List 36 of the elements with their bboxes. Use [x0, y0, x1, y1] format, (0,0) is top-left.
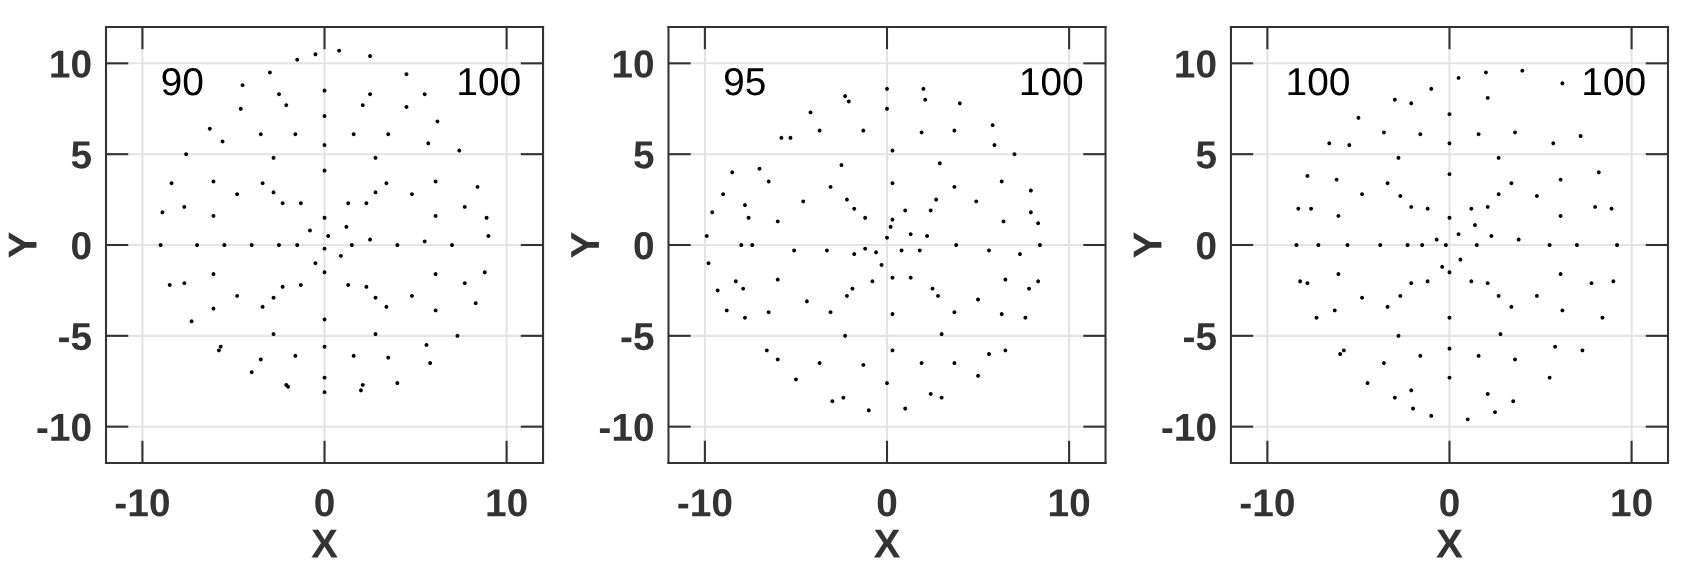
y-tick-label: -5	[1184, 323, 1216, 351]
annotation: 100	[459, 67, 520, 96]
x-tick-label: 0	[1440, 489, 1459, 517]
x-tick-label: 0	[315, 489, 334, 517]
annotation: 95	[724, 67, 765, 96]
x-tick-label: 10	[1612, 489, 1652, 517]
y-tick-label: 0	[634, 231, 653, 260]
x-axis-title: X	[873, 529, 901, 558]
annotation: 100	[1584, 67, 1645, 96]
x-tick-label: -10	[678, 489, 732, 517]
y-tick-label: 5	[71, 141, 92, 169]
y-axis-title: Y	[1133, 232, 1162, 258]
y-tick-label: 5	[634, 141, 654, 169]
y-tick-label: 10	[613, 50, 653, 78]
y-tick-label: 0	[72, 231, 91, 260]
x-tick-label: 10	[487, 489, 527, 517]
annotation: 90	[162, 67, 203, 96]
annotation: 100	[1021, 67, 1083, 96]
y-tick-label: -10	[37, 413, 91, 442]
y-tick-label: 10	[1176, 50, 1216, 78]
y-tick-label: -10	[599, 413, 653, 442]
y-tick-label: -10	[1162, 413, 1216, 442]
y-tick-label: 10	[51, 50, 91, 78]
y-tick-label: -5	[59, 323, 92, 351]
y-tick-label: 5	[1196, 141, 1216, 169]
y-tick-label: -5	[621, 323, 654, 351]
annotation: 100	[1288, 67, 1349, 96]
y-tick-label: 0	[1196, 231, 1216, 260]
y-axis-title: Y	[571, 232, 599, 258]
y-axis-title: Y	[8, 232, 37, 258]
x-tick-label: 0	[877, 489, 897, 517]
x-tick-label: -10	[115, 489, 169, 517]
x-tick-label: 10	[1049, 489, 1090, 517]
x-tick-label: -10	[1240, 489, 1294, 517]
x-axis-title: X	[1436, 529, 1463, 558]
x-axis-title: X	[311, 529, 338, 558]
